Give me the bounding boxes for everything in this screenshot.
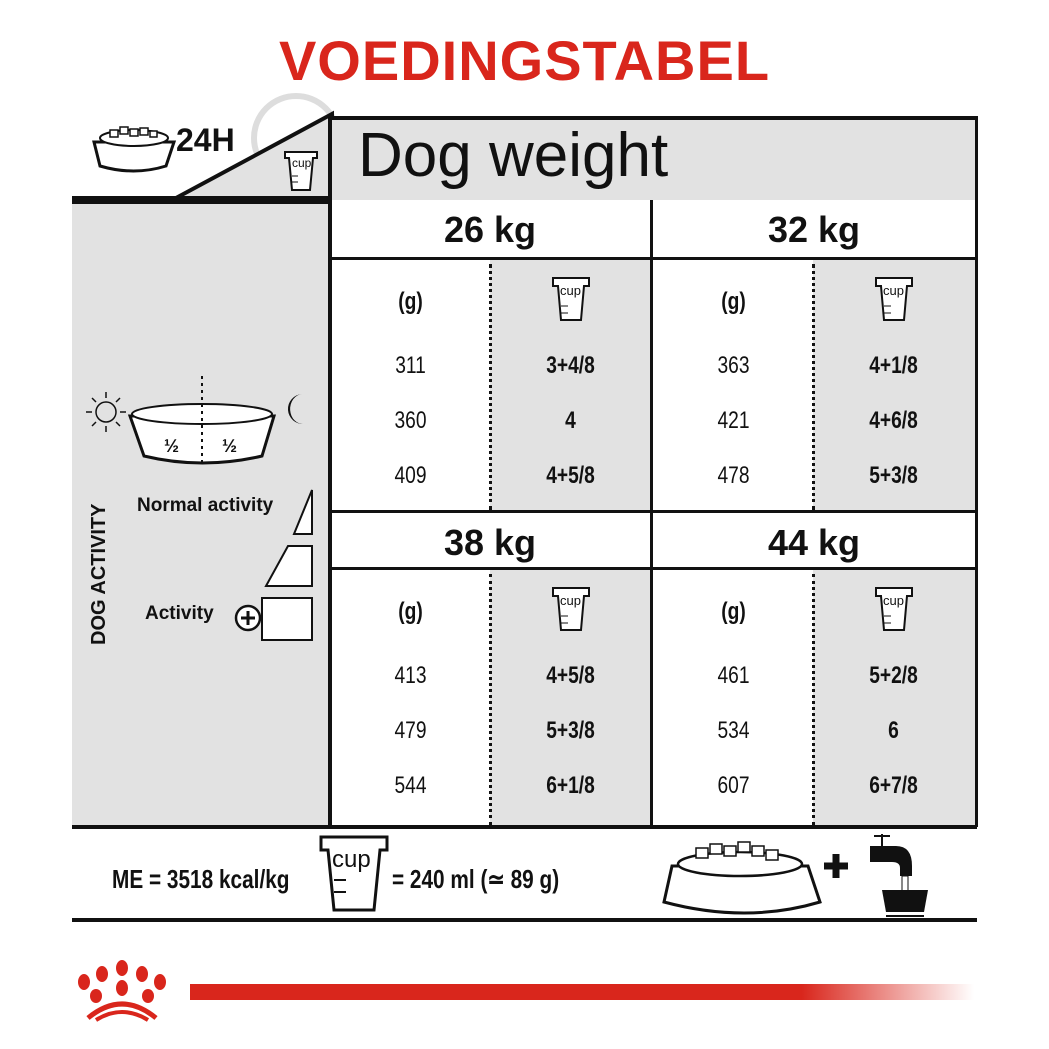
cup-label: cup	[883, 593, 904, 608]
cup-icon	[284, 151, 318, 191]
weight-block: 32 kg (g) cup 363 4+1/8 421 4+6/8 478 5+3/8	[653, 200, 975, 510]
divider	[812, 264, 815, 510]
cups-value: 6+7/8	[869, 772, 918, 799]
grams-value: 461	[717, 662, 750, 689]
weight-block: 44 kg (g) cup 461 5+2/8 534 6 607 6+7/8	[653, 510, 975, 825]
normal-activity-label: Normal activity	[137, 495, 274, 516]
grams-value: 421	[717, 407, 750, 434]
cups-value: 4	[565, 407, 576, 434]
grams-value: 478	[717, 462, 750, 489]
dog-weight-title: Dog weight	[358, 121, 669, 190]
grams-value: 413	[394, 662, 427, 689]
cup-label: cup	[560, 593, 581, 608]
weight-header: 32 kg	[653, 200, 975, 260]
cup-label: cup	[560, 283, 581, 298]
footer-bar	[72, 825, 977, 922]
duration-label: 24H	[176, 122, 235, 158]
cups-value: 4+5/8	[546, 662, 595, 689]
cups-value: 5+3/8	[546, 717, 595, 744]
divider	[328, 116, 332, 827]
grams-header: (g)	[398, 288, 423, 315]
divider	[489, 574, 492, 825]
cup-label: cup	[332, 846, 371, 873]
grams-column	[653, 260, 814, 510]
activity-panel	[72, 200, 330, 825]
divider	[975, 116, 978, 827]
grams-header: (g)	[721, 598, 746, 625]
cup-icon: cup	[874, 276, 914, 322]
grams-header: (g)	[398, 598, 423, 625]
weight-block: 26 kg (g) cup 311 3+4/8 360 4 409 4+5/8	[330, 200, 652, 510]
cups-value: 5+3/8	[869, 462, 918, 489]
grams-value: 544	[394, 772, 427, 799]
grams-column	[330, 570, 491, 825]
half-left: ½	[164, 436, 180, 456]
activity-level-icon	[234, 489, 313, 641]
cups-value: 5+2/8	[869, 662, 918, 689]
cups-value: 6+1/8	[546, 772, 595, 799]
grams-value: 311	[395, 352, 426, 379]
weight-block: 38 kg (g) cup 413 4+5/8 479 5+3/8 544 6+1/8	[330, 510, 652, 825]
grams-header: (g)	[721, 288, 746, 315]
weight-header: 26 kg	[330, 200, 650, 260]
cups-value: 4+6/8	[869, 407, 918, 434]
activity-label: Activity	[145, 603, 214, 624]
grams-value: 360	[394, 407, 427, 434]
divider	[489, 264, 492, 510]
dog-weight-header	[330, 116, 977, 200]
divider	[650, 200, 653, 825]
energy-label: ME = 3518 kcal/kg	[112, 864, 290, 894]
bowl-plus-water-icon	[662, 834, 928, 917]
grams-value: 534	[717, 717, 750, 744]
grams-value: 409	[394, 462, 427, 489]
cups-value: 6	[888, 717, 899, 744]
weight-header: 44 kg	[653, 510, 975, 570]
cup-equivalence: = 240 ml (≃ 89 g)	[392, 864, 560, 894]
cups-value: 4+1/8	[869, 352, 918, 379]
cup-icon	[319, 835, 389, 912]
half-right: ½	[222, 436, 238, 456]
grams-value: 479	[394, 717, 427, 744]
cup-label: cup	[292, 156, 312, 170]
grams-value: 607	[717, 772, 750, 799]
grams-column	[653, 570, 814, 825]
royal-canin-crown-logo	[78, 960, 974, 1022]
cup-label: cup	[883, 283, 904, 298]
cup-icon: cup	[874, 586, 914, 632]
dog-activity-label: DOG ACTIVITY	[88, 503, 110, 645]
page-title: VOEDINGSTABEL	[278, 29, 771, 92]
grams-column	[330, 260, 491, 510]
cups-value: 3+4/8	[546, 352, 595, 379]
divider	[812, 574, 815, 825]
divider	[72, 196, 330, 200]
cup-icon: cup	[551, 276, 591, 322]
cup-icon: cup	[551, 586, 591, 632]
day-night-bowl-icon	[86, 376, 304, 465]
cups-value: 4+5/8	[546, 462, 595, 489]
weight-header: 38 kg	[330, 510, 650, 570]
grams-value: 363	[717, 352, 750, 379]
